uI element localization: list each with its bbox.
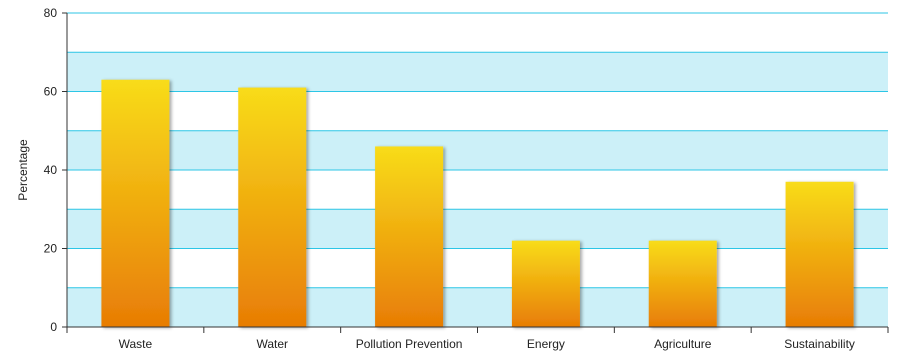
y-tick-label: 80 (44, 6, 58, 20)
y-tick-label: 60 (44, 85, 58, 99)
axes (62, 12, 889, 333)
bars (101, 79, 854, 327)
bar-energy (511, 240, 580, 327)
x-tick-label: Water (256, 337, 288, 351)
background-band (67, 209, 888, 249)
x-tick-label: Waste (119, 337, 153, 351)
bar-waste (101, 79, 170, 327)
y-tick-label: 0 (50, 320, 57, 334)
background-band (67, 130, 888, 170)
bar-pollution-prevention (375, 146, 444, 327)
background-bands (67, 52, 888, 327)
gridlines (67, 12, 888, 289)
bar-water (238, 87, 307, 327)
y-axis-title: Percentage (16, 139, 30, 201)
x-tick-label: Agriculture (654, 337, 712, 351)
y-tick-label: 40 (44, 163, 58, 177)
background-band (67, 52, 888, 92)
tick-labels: Waste Water Pollution Prevention Energy Agri… (44, 6, 855, 351)
x-tick-label: Energy (527, 337, 565, 351)
x-tick-label: Sustainability (784, 337, 855, 351)
bar-sustainability (785, 181, 854, 327)
y-tick-label: 20 (44, 242, 58, 256)
x-tick-label: Pollution Prevention (356, 337, 463, 351)
bar-agriculture (648, 240, 717, 327)
background-band (67, 287, 888, 327)
